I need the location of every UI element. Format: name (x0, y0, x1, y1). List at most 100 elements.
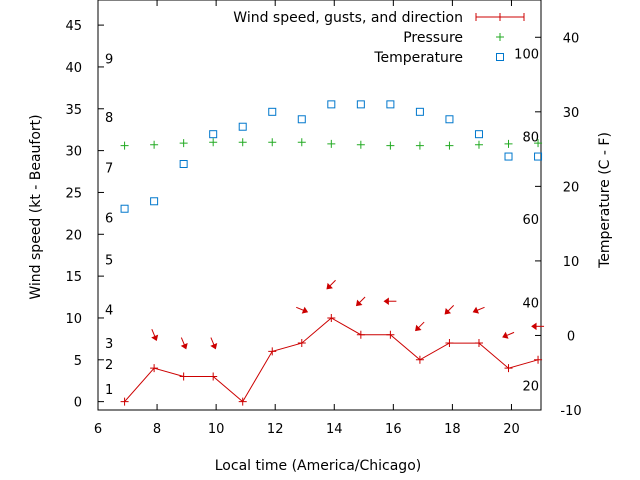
pressure-point (209, 138, 218, 147)
pressure-point (179, 139, 188, 148)
wind-point (238, 397, 247, 406)
x-tick-label: 10 (208, 422, 225, 437)
x-tick-label: 20 (503, 422, 520, 437)
y-tick-label: 5 (74, 354, 82, 369)
y-tick-label: 0 (74, 396, 82, 411)
wind-arrow-head (151, 334, 159, 342)
wind-point (327, 313, 336, 322)
beaufort-label: 9 (105, 53, 113, 68)
wind-arrow (210, 337, 218, 350)
temperature-point (445, 115, 454, 124)
temperature-point (415, 107, 424, 116)
fahrenheit-label: 20 (522, 379, 539, 394)
legend-pressure-marker (496, 33, 504, 41)
temperature-point (356, 100, 365, 109)
temperature-point (534, 152, 543, 161)
legend-pressure-label: Pressure (403, 30, 463, 46)
wind-direction-arrows (151, 279, 545, 350)
wind-point (415, 355, 424, 364)
pressure-point (474, 140, 483, 149)
fahrenheit-labels: 20 40 60 80 100 (514, 48, 539, 395)
y-tick-label: 20 (65, 228, 82, 243)
temperature-point (150, 197, 159, 206)
temperature-point (327, 100, 336, 109)
y-tick-label: 40 (65, 61, 82, 76)
y-tick-labels: 0 5 10 15 20 25 30 35 40 45 (65, 19, 82, 411)
wind-point (297, 339, 306, 348)
beaufort-labels: 1 2 3 4 5 6 7 8 9 (105, 53, 113, 399)
pressure-point (445, 141, 454, 150)
y2-tick-label: 40 (563, 31, 580, 46)
pressure-point (415, 141, 424, 150)
pressure-point (356, 140, 365, 149)
fahrenheit-label: 80 (522, 130, 539, 145)
legend-temperature-label: Temperature (373, 50, 463, 66)
wind-point (504, 364, 513, 373)
wind-arrow-head (472, 306, 480, 314)
wind-arrow (472, 306, 485, 314)
pressure-point (297, 138, 306, 147)
x-tick-label: 16 (385, 422, 402, 437)
pressure-point (268, 138, 277, 147)
wind-point (120, 397, 129, 406)
wind-arrow-head (355, 299, 363, 307)
wind-arrow (326, 279, 336, 290)
wind-arrow (531, 322, 545, 331)
beaufort-label: 2 (105, 358, 113, 373)
beaufort-label: 1 (105, 383, 113, 398)
wind-line (124, 317, 539, 403)
y2-tick-label: 0 (567, 329, 575, 344)
series-temperature (120, 100, 543, 213)
wind-arrow-head (502, 331, 509, 339)
temperature-point (504, 152, 513, 161)
pressure-point (386, 141, 395, 150)
wind-point (445, 339, 454, 348)
beaufort-label: 5 (105, 253, 113, 268)
pressure-point (534, 139, 543, 148)
plot-frame (97, 0, 542, 411)
legend-temperature-marker (496, 53, 504, 61)
wind-arrow-head (326, 282, 333, 290)
temperature-point (386, 100, 395, 109)
series-pressure (120, 138, 543, 150)
x-axis-title: Local time (America/Chicago) (215, 458, 421, 474)
x-tick-label: 18 (444, 422, 461, 437)
y-tick-label: 30 (65, 145, 82, 160)
temperature-point (268, 107, 277, 116)
x-tick-label: 12 (267, 422, 284, 437)
wind-arrow-head (210, 343, 218, 350)
wind-arrow-head (444, 307, 452, 315)
legend: Wind speed, gusts, and direction Pressur… (233, 10, 525, 66)
pressure-point (120, 141, 129, 150)
wind-point (534, 355, 543, 364)
legend-pressure-sample (496, 33, 504, 41)
legend-wind-marker (496, 13, 504, 21)
y-tick-label: 10 (65, 312, 82, 327)
legend-wind-sample (475, 13, 525, 21)
fahrenheit-label: 100 (514, 48, 539, 63)
x-tick-labels: 6 8 10 12 14 16 18 20 (94, 422, 520, 437)
wind-point (386, 330, 395, 339)
legend-temperature-sample (496, 53, 504, 61)
legend-wind-label: Wind speed, gusts, and direction (233, 10, 463, 26)
wind-point (268, 347, 277, 356)
wind-arrow (444, 304, 455, 315)
axis-ticks (97, 0, 541, 411)
wind-arrow (180, 337, 188, 350)
wind-arrow-head (180, 343, 188, 350)
temperature-point (238, 122, 247, 131)
pressure-point (150, 140, 159, 149)
series-wind (120, 313, 543, 406)
temperature-point (179, 160, 188, 168)
pressure-point (327, 139, 336, 148)
wind-arrow (415, 321, 425, 332)
fahrenheit-label: 60 (522, 213, 539, 228)
wind-point (474, 339, 483, 348)
wind-point (179, 372, 188, 381)
wind-point (209, 372, 218, 381)
beaufort-label: 6 (105, 212, 113, 227)
temperature-point (120, 204, 129, 213)
y2-tick-label: 30 (563, 106, 580, 121)
x-tick-label: 8 (153, 422, 161, 437)
